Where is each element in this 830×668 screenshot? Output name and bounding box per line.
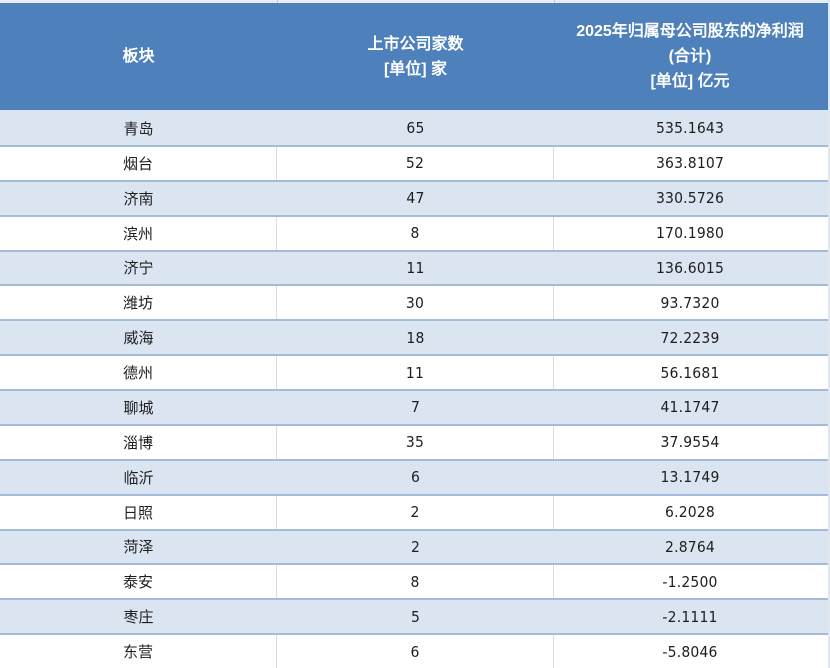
profit-cell: 2.8764 xyxy=(665,537,715,556)
header-companies-label: 上市公司家数 xyxy=(367,35,464,53)
table-row: 日照 2 6.2028 xyxy=(0,493,828,529)
table-row: 滨州 8 170.1980 xyxy=(0,214,828,250)
region-cell: 济宁 xyxy=(123,260,154,278)
region-cell: 潍坊 xyxy=(0,286,277,320)
companies-cell: 65 xyxy=(406,119,425,138)
companies-cell: 7 xyxy=(410,398,421,417)
profit-cell: 363.8107 xyxy=(655,154,725,173)
header-cell-companies: 上市公司家数 [单位] 家 xyxy=(277,3,554,110)
profit-cell: 136.6015 xyxy=(655,258,725,277)
gridline-tick xyxy=(277,0,278,3)
profit-cell: -2.1111 xyxy=(662,607,718,626)
companies-cell: 5 xyxy=(410,607,421,626)
profit-cell: 72.2239 xyxy=(660,328,720,347)
region-cell: 聊城 xyxy=(123,399,154,417)
table-body: 青岛 65 535.1643 烟台 52 363.8107 济南 47 330.… xyxy=(0,110,828,668)
profit-cell: 41.1747 xyxy=(660,398,720,417)
region-cell: 青岛 xyxy=(123,120,154,138)
companies-cell: 11 xyxy=(406,258,425,277)
region-cell: 德州 xyxy=(0,356,277,389)
companies-cell: 30 xyxy=(277,286,554,320)
header-cell-region: 板块 xyxy=(0,3,277,110)
companies-cell: 47 xyxy=(406,189,425,208)
header-profit-label: 2025年归属母公司股东的净利润 xyxy=(576,23,804,40)
companies-cell: 8 xyxy=(277,216,554,250)
table-row: 淄博 35 37.9554 xyxy=(0,423,828,459)
region-cell: 菏泽 xyxy=(123,539,154,557)
profit-cell: -5.8046 xyxy=(662,642,718,661)
companies-cell: 6 xyxy=(277,635,554,668)
profit-cell: 13.1749 xyxy=(660,468,720,487)
region-cell: 东营 xyxy=(0,635,277,668)
header-cell-profit: 2025年归属母公司股东的净利润 (合计) [单位] 亿元 xyxy=(554,3,826,110)
profit-cell: 93.7320 xyxy=(660,293,720,312)
companies-cell: 2 xyxy=(410,537,421,556)
table-row: 东营 6 -5.8046 xyxy=(0,633,828,668)
companies-cell: 2 xyxy=(277,495,554,529)
table-row: 泰安 8 -1.2500 xyxy=(0,563,828,599)
top-gridline xyxy=(0,0,828,3)
companies-cell: 52 xyxy=(277,146,554,180)
table-row: 济宁 11 136.6015 xyxy=(0,249,828,285)
region-cell: 滨州 xyxy=(0,216,277,250)
header-region-label: 板块 xyxy=(122,48,155,65)
table-row: 菏泽 2 2.8764 xyxy=(0,528,828,564)
header-profit-total: (合计) xyxy=(668,48,712,65)
table-row: 德州 11 56.1681 xyxy=(0,354,828,389)
region-cell: 济南 xyxy=(123,190,154,208)
gridline-tick xyxy=(554,0,555,3)
companies-cell: 35 xyxy=(277,425,554,459)
region-cell: 日照 xyxy=(0,495,277,529)
region-cell: 威海 xyxy=(123,330,154,348)
header-profit-unit: [单位] 亿元 xyxy=(650,73,730,90)
profit-cell: 170.1980 xyxy=(655,224,725,243)
companies-cell: 18 xyxy=(406,328,425,347)
table-header-row: 板块 上市公司家数 [单位] 家 2025年归属母公司股东的净利润 (合计) [… xyxy=(0,3,828,110)
companies-cell: 8 xyxy=(277,565,554,599)
profit-cell: -1.2500 xyxy=(662,572,718,591)
table-row: 威海 18 72.2239 xyxy=(0,319,828,355)
table-row: 济南 47 330.5726 xyxy=(0,179,828,215)
region-cell: 枣庄 xyxy=(123,609,154,627)
region-cell: 淄博 xyxy=(0,425,277,459)
region-cell: 烟台 xyxy=(0,146,277,180)
profit-cell: 535.1643 xyxy=(655,119,725,138)
table-row: 枣庄 5 -2.1111 xyxy=(0,598,828,634)
profit-cell: 37.9554 xyxy=(660,433,720,452)
table-row: 青岛 65 535.1643 xyxy=(0,110,828,145)
table-row: 潍坊 30 93.7320 xyxy=(0,284,828,320)
profit-cell: 6.2028 xyxy=(665,503,715,522)
region-cell: 泰安 xyxy=(0,565,277,599)
table-row: 聊城 7 41.1747 xyxy=(0,389,828,424)
companies-cell: 11 xyxy=(277,356,554,389)
header-companies-unit: [单位] 家 xyxy=(383,60,448,78)
region-cell: 临沂 xyxy=(123,469,154,487)
profit-cell: 56.1681 xyxy=(660,363,720,382)
companies-cell: 6 xyxy=(410,468,421,487)
table-row: 临沂 6 13.1749 xyxy=(0,458,828,494)
profit-cell: 330.5726 xyxy=(655,189,725,208)
table-row: 烟台 52 363.8107 xyxy=(0,144,828,180)
